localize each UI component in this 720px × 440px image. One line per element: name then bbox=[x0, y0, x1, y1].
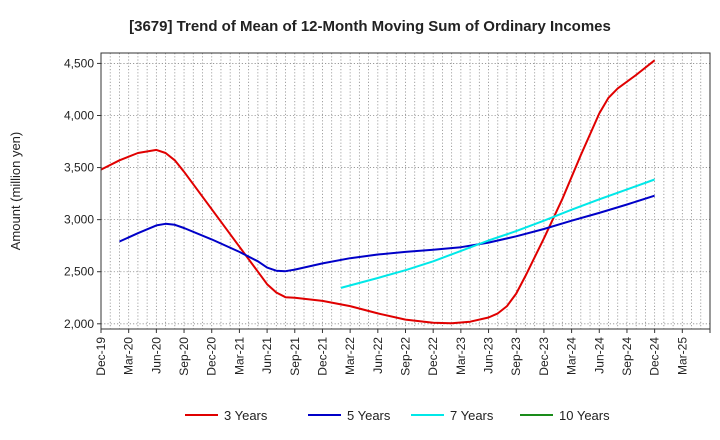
x-tick-label: Dec-19 bbox=[94, 337, 108, 376]
legend-label: 7 Years bbox=[450, 408, 494, 423]
x-tick-label: Mar-20 bbox=[122, 337, 136, 375]
y-axis-label: Amount (million yen) bbox=[8, 132, 23, 251]
x-tick-label: Mar-24 bbox=[565, 337, 579, 375]
y-tick-label: 4,000 bbox=[64, 108, 94, 122]
x-tick-label: Dec-23 bbox=[537, 337, 551, 376]
series-lines bbox=[100, 59, 656, 325]
x-tick-label: Sep-22 bbox=[399, 337, 413, 376]
y-tick-label: 4,500 bbox=[64, 56, 94, 70]
x-tick-label: Sep-21 bbox=[288, 337, 302, 376]
x-tick-label: Jun-21 bbox=[260, 337, 274, 374]
x-tick-label: Mar-25 bbox=[675, 337, 689, 375]
x-tick-label: Jun-20 bbox=[149, 337, 163, 374]
x-tick-label: Dec-20 bbox=[205, 337, 219, 376]
legend-label: 5 Years bbox=[347, 408, 391, 423]
x-tick-label: Dec-24 bbox=[648, 337, 662, 376]
series-line-7-years bbox=[340, 178, 655, 289]
x-tick-label: Mar-23 bbox=[454, 337, 468, 375]
y-tick-label: 2,500 bbox=[64, 265, 94, 279]
y-tick-label: 3,000 bbox=[64, 213, 94, 227]
series-line-3-years bbox=[100, 59, 656, 325]
x-tick-label: Sep-23 bbox=[509, 337, 523, 376]
x-tick-label: Dec-22 bbox=[426, 337, 440, 376]
y-tick-label: 2,000 bbox=[64, 317, 94, 331]
x-tick-label: Sep-24 bbox=[620, 337, 634, 376]
gridlines bbox=[101, 53, 710, 329]
y-axis-ticks: 2,000 2,500 3,000 3,500 4,000 4,500 bbox=[64, 56, 101, 331]
chart-title: [3679] Trend of Mean of 12-Month Moving … bbox=[129, 18, 611, 35]
x-tick-label: Jun-22 bbox=[371, 337, 385, 374]
x-tick-label: Sep-20 bbox=[177, 337, 191, 376]
y-tick-label: 3,500 bbox=[64, 161, 94, 175]
x-tick-label: Mar-21 bbox=[232, 337, 246, 375]
legend: 3 Years 5 Years 7 Years 10 Years bbox=[185, 408, 610, 423]
x-axis-ticks: Dec-19 Mar-20 Jun-20 Sep-20 Dec-20 Mar-21 Jun-… bbox=[94, 329, 711, 376]
legend-label: 10 Years bbox=[559, 408, 610, 423]
x-tick-label: Jun-23 bbox=[482, 337, 496, 374]
x-tick-label: Mar-22 bbox=[343, 337, 357, 375]
x-tick-label: Jun-24 bbox=[592, 337, 606, 374]
x-tick-label: Dec-21 bbox=[315, 337, 329, 376]
series-line-5-years bbox=[119, 194, 655, 273]
legend-label: 3 Years bbox=[224, 408, 268, 423]
